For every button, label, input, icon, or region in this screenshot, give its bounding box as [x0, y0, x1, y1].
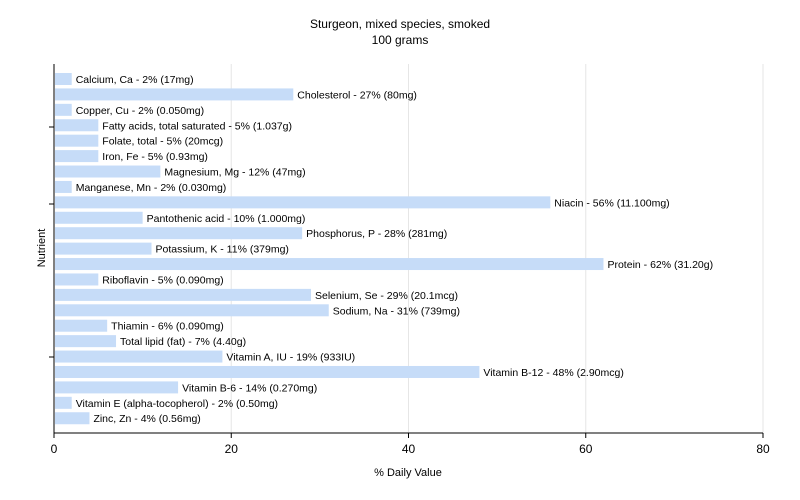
- bar-label: Folate, total - 5% (20mcg): [102, 136, 223, 148]
- bar: [55, 196, 551, 209]
- bar: [55, 350, 223, 363]
- bar: [55, 258, 604, 271]
- bar: [55, 134, 99, 147]
- y-axis-title: Nutrient: [36, 229, 48, 268]
- bar: [55, 288, 312, 301]
- bar: [55, 365, 480, 378]
- bar: [55, 319, 108, 332]
- bar-label: Zinc, Zn - 4% (0.56mg): [93, 413, 200, 425]
- bar: [55, 103, 72, 116]
- x-axis-title: % Daily Value: [374, 467, 442, 479]
- bar: [55, 396, 72, 409]
- bar-label: Sodium, Na - 31% (739mg): [333, 305, 460, 317]
- bar-label: Protein - 62% (31.20g): [607, 259, 713, 271]
- bar: [55, 381, 179, 394]
- bar-label: Vitamin B-12 - 48% (2.90mcg): [483, 367, 623, 379]
- bar-label: Phosphorus, P - 28% (281mg): [306, 228, 447, 240]
- bar-label: Cholesterol - 27% (80mg): [297, 89, 417, 101]
- bar: [55, 150, 99, 163]
- bar: [55, 227, 303, 240]
- bar-label: Niacin - 56% (11.100mg): [554, 197, 669, 209]
- bar-label: Iron, Fe - 5% (0.93mg): [102, 151, 208, 163]
- bar: [55, 304, 329, 317]
- bar: [55, 412, 90, 425]
- bar-label: Vitamin B-6 - 14% (0.270mg): [182, 382, 317, 394]
- bar: [55, 335, 117, 348]
- bar-label: Vitamin A, IU - 19% (933IU): [226, 352, 355, 364]
- bar-label: Magnesium, Mg - 12% (47mg): [164, 167, 305, 179]
- bar-label: Thiamin - 6% (0.090mg): [111, 321, 224, 333]
- bar-label: Riboflavin - 5% (0.090mg): [102, 274, 223, 286]
- bar: [55, 180, 72, 193]
- bar: [55, 119, 99, 132]
- axes: 0 20 40 60 80: [49, 64, 770, 456]
- x-tick-label: 0: [51, 442, 58, 456]
- bar-label: Total lipid (fat) - 7% (4.40g): [120, 336, 246, 348]
- bar-labels: Calcium, Ca - 2% (17mg) Cholesterol - 27%…: [76, 74, 713, 425]
- x-tick-label: 80: [756, 442, 770, 456]
- bar-label: Potassium, K - 11% (379mg): [155, 244, 288, 256]
- bar-label: Fatty acids, total saturated - 5% (1.037…: [102, 120, 292, 132]
- chart-title: Sturgeon, mixed species, smoked: [310, 17, 490, 31]
- bar-label: Calcium, Ca - 2% (17mg): [76, 74, 194, 86]
- x-tick-label: 40: [402, 442, 416, 456]
- bar: [55, 273, 99, 286]
- bar: [55, 88, 294, 101]
- bar: [55, 73, 72, 85]
- x-tick-label: 20: [225, 442, 239, 456]
- bar-label: Manganese, Mn - 2% (0.030mg): [76, 182, 227, 194]
- bar-label: Selenium, Se - 29% (20.1mcg): [315, 290, 458, 302]
- bar: [55, 211, 143, 224]
- bar: [55, 165, 161, 178]
- bars: [55, 73, 604, 425]
- bar-label: Copper, Cu - 2% (0.050mg): [76, 105, 204, 117]
- x-tick-label: 60: [579, 442, 593, 456]
- chart-subtitle: 100 grams: [372, 33, 429, 47]
- bar-label: Vitamin E (alpha-tocopherol) - 2% (0.50m…: [76, 398, 278, 410]
- bar-label: Pantothenic acid - 10% (1.000mg): [147, 213, 306, 225]
- bar: [55, 242, 152, 255]
